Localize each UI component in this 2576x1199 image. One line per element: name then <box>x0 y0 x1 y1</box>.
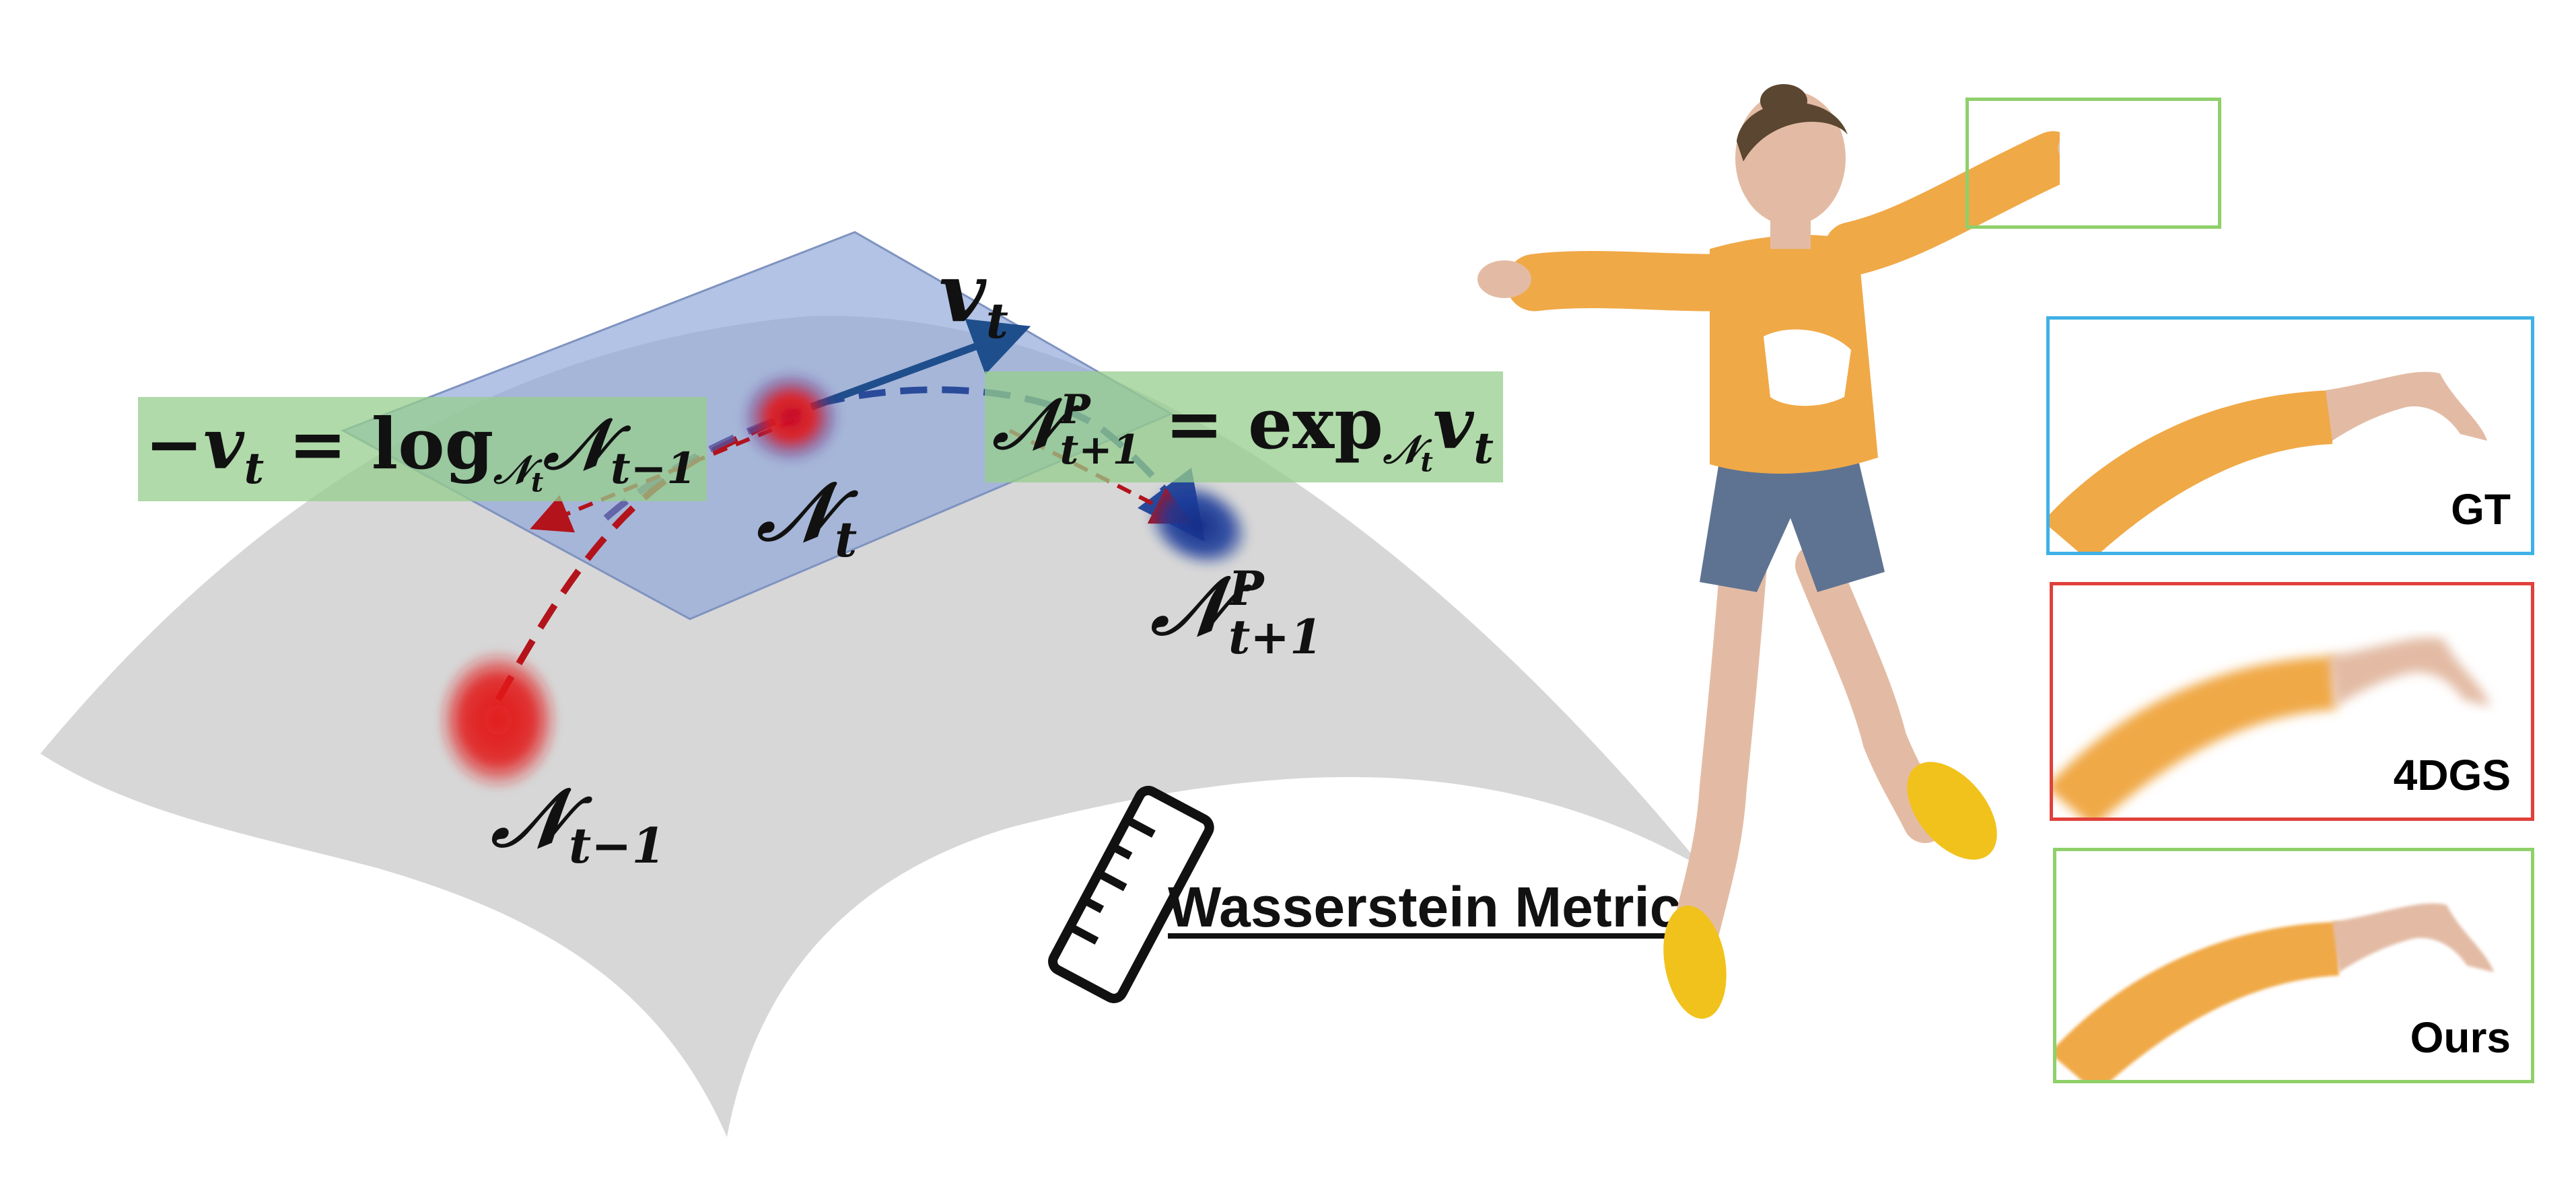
n-pred-superscript: P <box>1228 560 1264 616</box>
exp-map-equation-box <box>985 371 1503 482</box>
velocity-label: vt <box>939 246 1008 349</box>
panel-ours: Ours <box>2053 848 2534 1083</box>
exp-lhs-sup: P <box>1059 386 1090 433</box>
metric-label: Wasserstein Metric <box>1168 875 1681 939</box>
manifold-diagram <box>40 231 1703 1138</box>
log-map-equation-box <box>138 397 707 501</box>
exp-eq: = exp <box>1140 382 1383 465</box>
panel-4dgs: 4DGS <box>2050 582 2534 821</box>
velocity-vector <box>810 318 1031 411</box>
exp-sub: 𝒩 <box>1383 426 1421 472</box>
n-pred-subscript: t+1 <box>1228 608 1323 665</box>
n-prev-label: 𝒩t−1 <box>491 770 666 874</box>
gaussian-current <box>740 370 841 464</box>
n-pred-symbol: 𝒩 <box>1151 558 1228 653</box>
panel-label-4dgs: 4DGS <box>2393 751 2511 799</box>
human-render <box>1477 84 2060 1019</box>
log-rhs-sub: t−1 <box>611 443 697 494</box>
log-rhs: 𝒩 <box>543 402 611 485</box>
gaussian-predicted <box>1146 481 1250 569</box>
panel-label-gt: GT <box>2451 485 2511 534</box>
gaussian-prev <box>438 649 559 791</box>
arm-crop-4dgs <box>2053 637 2491 818</box>
log-eq: = log <box>264 402 494 485</box>
panel-label-ours: Ours <box>2410 1013 2511 1062</box>
panel-gt: GT <box>2046 316 2534 555</box>
arm-crop-gt <box>2050 371 2487 552</box>
log-map-equation: −vt = log𝒩t𝒩t−1 <box>145 404 697 523</box>
n-prev-symbol: 𝒩 <box>491 770 569 865</box>
velocity-symbol: v <box>939 246 986 340</box>
velocity-subscript: t <box>985 292 1008 349</box>
log-sub: 𝒩 <box>493 446 531 493</box>
arm-crop-ours <box>2056 903 2494 1080</box>
exp-rhs: v <box>1432 382 1474 465</box>
exp-lhs-sub: t+1 <box>1059 426 1141 474</box>
n-t-subscript: t <box>834 511 858 568</box>
log-lhs: −v <box>145 402 244 485</box>
exp-sub-sub: t <box>1420 446 1433 478</box>
n-prev-subscript: t−1 <box>568 817 666 874</box>
log-sub-sub: t <box>530 466 544 499</box>
n-t-symbol: 𝒩 <box>757 464 835 559</box>
log-lhs-sub: t <box>244 443 265 494</box>
ruler-icon <box>1048 785 1214 1003</box>
manifold-surface <box>40 316 1703 1138</box>
exp-lhs: 𝒩 <box>993 382 1060 465</box>
crop-highlight-box <box>1965 98 2221 229</box>
n-t-label: 𝒩t <box>757 464 857 568</box>
exp-rhs-sub: t <box>1473 423 1494 474</box>
